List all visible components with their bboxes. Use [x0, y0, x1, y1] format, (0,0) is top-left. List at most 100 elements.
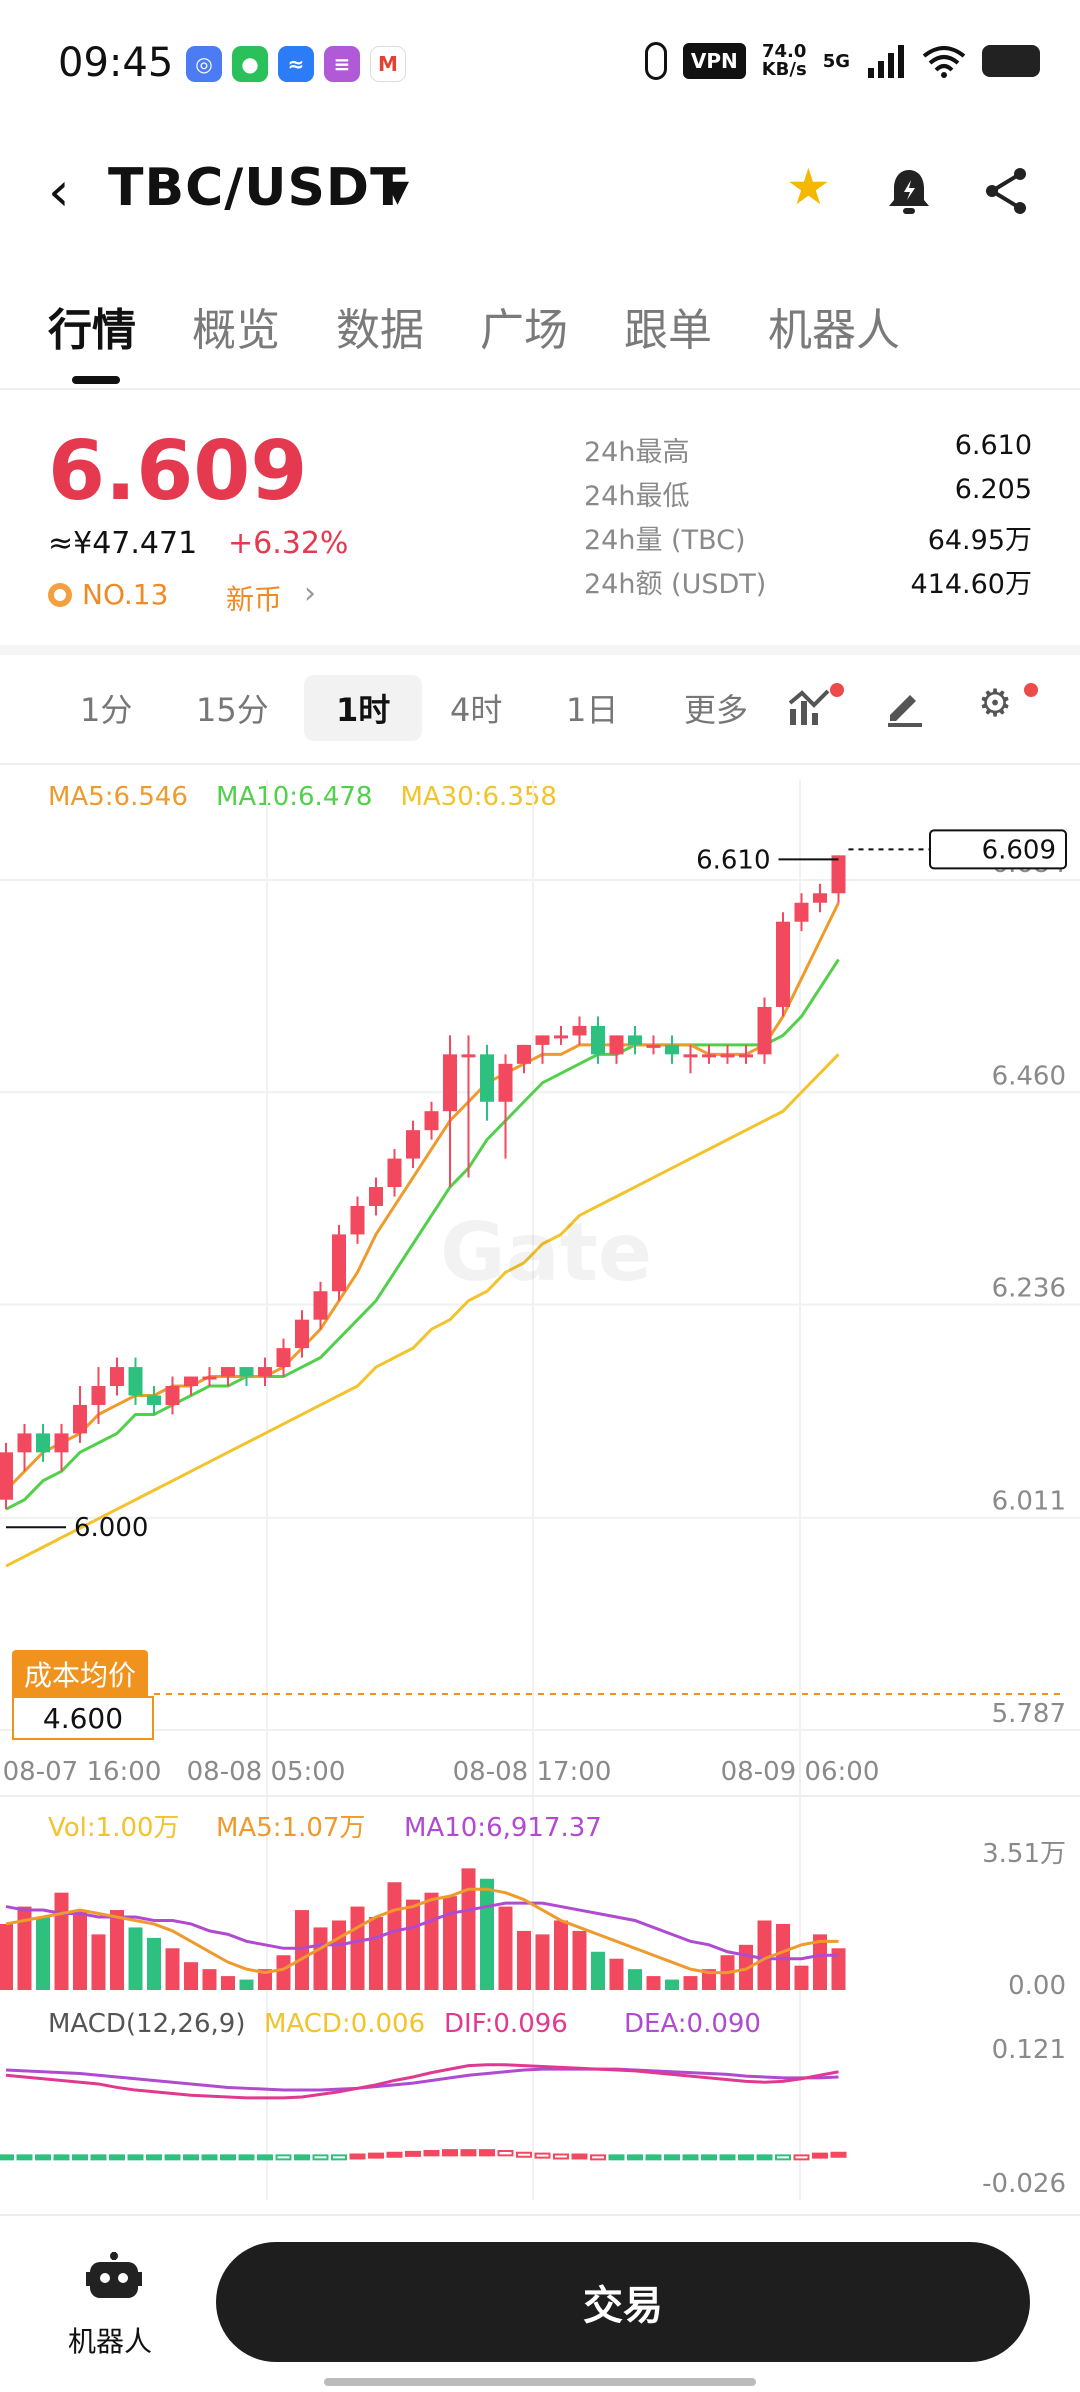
signal-icon [868, 45, 904, 78]
new-coin-tag[interactable]: 新币 [226, 583, 283, 616]
volume-bar [757, 1920, 772, 1990]
macd-histogram-bar [516, 2151, 532, 2158]
volume-bar [794, 1965, 809, 1990]
macd-histogram-bar [294, 2154, 310, 2161]
macd-histogram-bar [312, 2154, 329, 2161]
volume-bar [17, 1906, 32, 1990]
macd-histogram-bar [0, 2154, 14, 2161]
volume-bar [702, 1969, 716, 1990]
gate-watermark: Gate [440, 1206, 653, 1299]
volume-bar [813, 1934, 827, 1990]
settings-gear-icon[interactable]: ⚙ [978, 681, 1013, 725]
macd-histogram-bar [146, 2154, 162, 2161]
pair-header: ‹ TBC/USDT ▼ ★ [0, 130, 1080, 250]
volume-bar [313, 1927, 328, 1990]
last-price-box-label: 6.609 [982, 835, 1056, 865]
candle-body [480, 1054, 494, 1102]
robot-label[interactable]: 机器人 [68, 2325, 153, 2358]
ma30-legend: MA30:6.358 [400, 782, 557, 812]
back-arrow-icon[interactable]: ‹ [48, 160, 70, 223]
volume-bar [165, 1948, 180, 1990]
macd-histogram-bar [534, 2152, 551, 2159]
time-axis-label: 08-08 17:00 [453, 1757, 612, 1787]
tab-market[interactable]: 行情 [48, 305, 136, 356]
stat-row: 24h额 (USDT) 414.60万 [584, 562, 1032, 606]
timeframe-more[interactable]: 更多 [684, 691, 749, 729]
volume-bar [276, 1955, 291, 1990]
status-app-icons: ◎ ● ≈ ≡ M [186, 46, 406, 82]
macd-histogram-bar [442, 2149, 458, 2157]
volume-bar [406, 1899, 420, 1990]
timeframe-15m[interactable]: 15分 [196, 691, 269, 729]
timeframe-1d[interactable]: 1日 [566, 691, 619, 729]
macd-histogram-bar [109, 2154, 125, 2161]
vpn-badge: VPN [682, 43, 746, 79]
ma30-line [5, 1053, 840, 1568]
cost-average-value: 4.600 [12, 1696, 154, 1740]
candle-body [831, 855, 846, 894]
tab-square[interactable]: 广场 [480, 305, 568, 356]
last-price-box [929, 829, 1067, 870]
lark-icon: ≈ [278, 46, 314, 82]
candle-body [665, 1044, 679, 1055]
tab-bots[interactable]: 机器人 [768, 305, 900, 356]
network-speed-value: 74.0 [761, 41, 807, 62]
chevron-right-icon[interactable]: › [304, 576, 316, 611]
kline-chart[interactable]: 6.6846.4606.2366.0115.7876.6106.0006.609… [0, 770, 1080, 2214]
candle-body [258, 1367, 272, 1377]
volume-bar [609, 1958, 624, 1990]
macd-histogram-bar [183, 2154, 199, 2161]
stat-label: 24h额 (USDT) [584, 569, 767, 600]
macd-histogram-bar [719, 2154, 736, 2161]
candle-body [0, 1452, 13, 1500]
volume-bar [202, 1969, 217, 1990]
time-axis-label: 08-07 16:00 [3, 1757, 162, 1787]
macd-dif-line [5, 2063, 839, 2100]
volume-bar [683, 1976, 698, 1990]
indicator-icon[interactable] [788, 687, 830, 727]
macd-legend-title: MACD(12,26,9) [48, 2009, 245, 2039]
volume-bar [572, 1930, 587, 1990]
rank-badge[interactable]: NO.13 [48, 578, 168, 611]
trade-button[interactable]: 交易 [216, 2242, 1030, 2362]
candle-body [17, 1433, 32, 1453]
pair-title[interactable]: TBC/USDT [108, 158, 407, 218]
active-tab-underline [72, 376, 120, 384]
stat-value: 6.610 [954, 430, 1032, 461]
robot-icon[interactable] [86, 2252, 142, 2304]
volume-bar [424, 1892, 439, 1990]
price-alert-bell-icon[interactable] [886, 166, 932, 216]
stat-value: 6.205 [954, 474, 1032, 505]
volume-bar [591, 1951, 605, 1990]
macd-histogram-bar [72, 2154, 88, 2161]
volume-bar [54, 1892, 69, 1990]
volume-ma5-legend: MA5:1.07万 [216, 1813, 365, 1843]
share-icon[interactable] [982, 166, 1030, 216]
timeframe-1h[interactable]: 1时 [304, 675, 423, 741]
timeframe-1m[interactable]: 1分 [80, 691, 133, 729]
price-axis-label: 6.460 [992, 1061, 1066, 1091]
macd-histogram-bar [627, 2154, 643, 2161]
volume-bar [91, 1934, 106, 1990]
home-indicator [324, 2378, 756, 2386]
price-change: +6.32% [228, 526, 349, 561]
candle-body [184, 1376, 198, 1387]
timeframe-4h[interactable]: 4时 [450, 691, 503, 729]
volume-bar [776, 1923, 790, 1990]
macd-histogram-bar [775, 2154, 791, 2161]
volume-bar [554, 1920, 568, 1990]
volume-axis-label: 3.51万 [982, 1839, 1066, 1869]
macd-histogram-bar [386, 2151, 403, 2158]
tab-overview[interactable]: 概览 [192, 305, 280, 356]
star-icon[interactable]: ★ [786, 158, 831, 216]
candle-body [313, 1291, 328, 1320]
stat-label: 24h最高 [584, 437, 690, 468]
ma5-line [4, 902, 840, 1492]
draw-pencil-icon[interactable] [884, 685, 926, 727]
caret-down-icon[interactable]: ▼ [386, 174, 410, 209]
candle-body [720, 1054, 735, 1058]
stat-row: 24h最低 6.205 [584, 474, 1032, 518]
microphone-icon [644, 42, 667, 80]
tab-data[interactable]: 数据 [336, 305, 424, 356]
tab-copy-trading[interactable]: 跟单 [624, 305, 712, 356]
